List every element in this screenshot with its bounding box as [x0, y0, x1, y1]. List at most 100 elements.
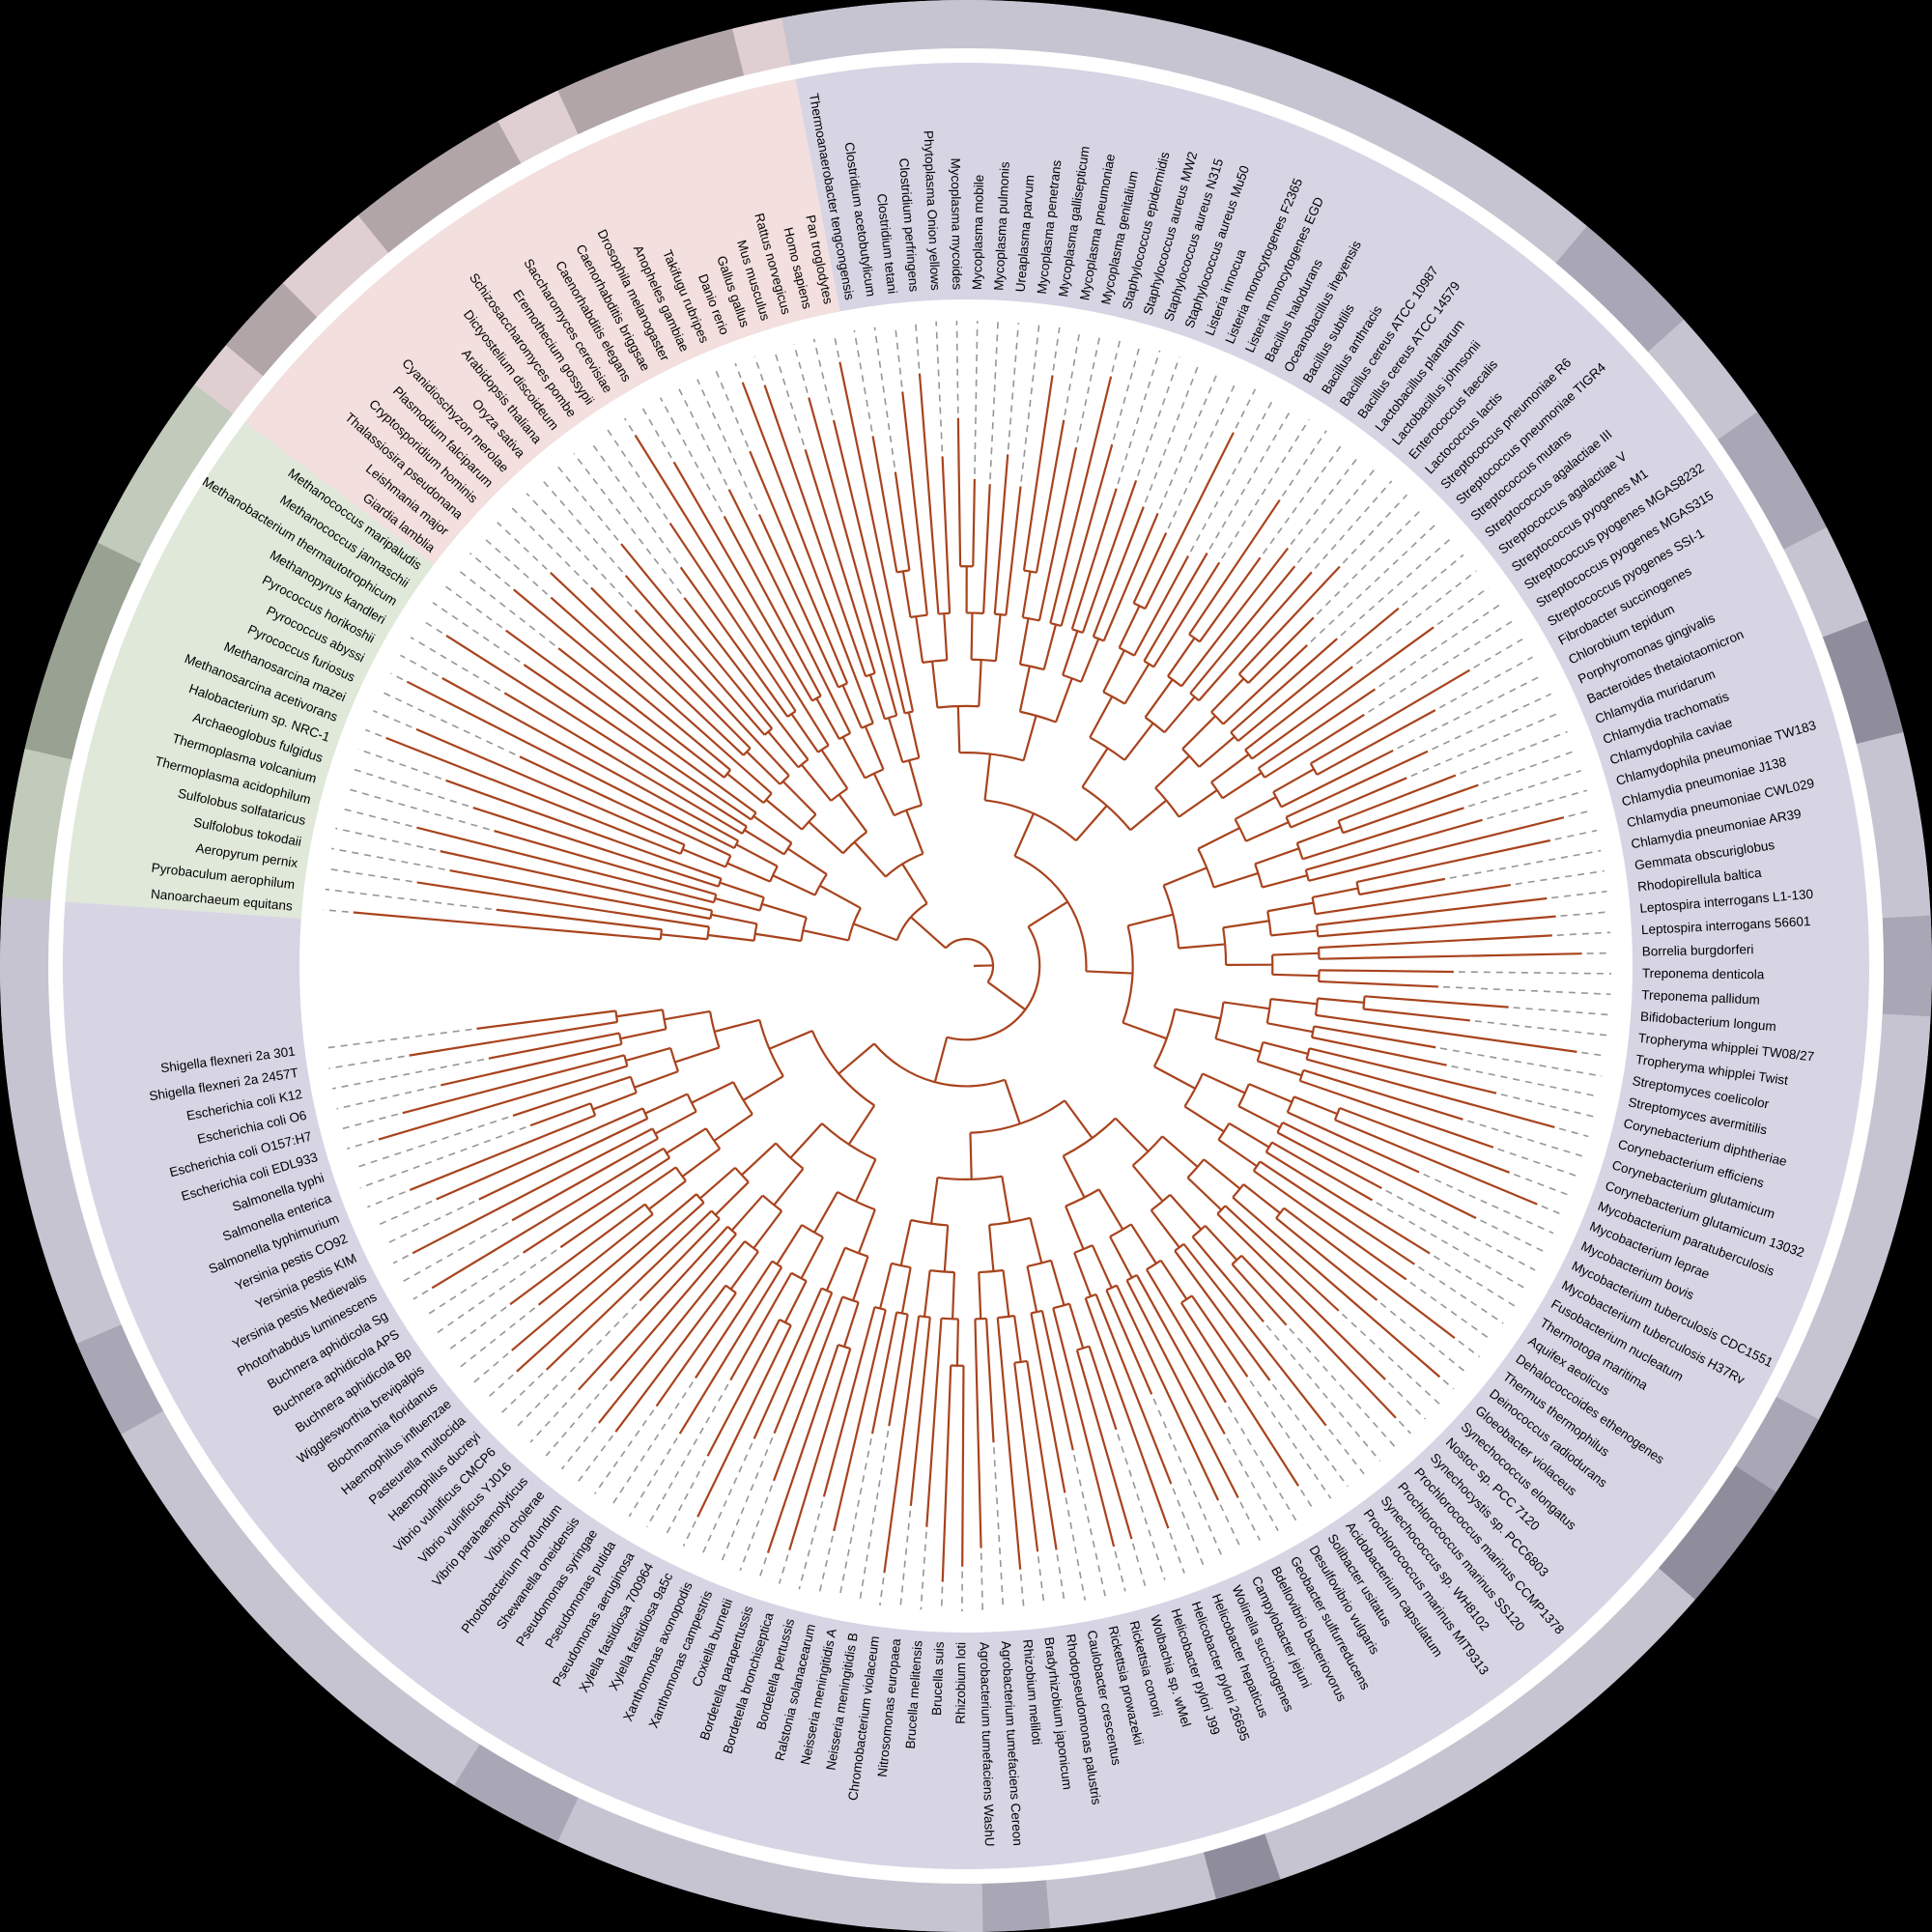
branch	[783, 1280, 808, 1323]
branch-leaf	[672, 461, 813, 702]
branch	[1086, 970, 1133, 975]
leaf-dash	[1402, 554, 1464, 607]
branch	[664, 1009, 711, 1021]
branch-leaf	[1135, 1274, 1226, 1435]
branch-leaf	[1132, 532, 1168, 604]
leaf-dash	[347, 1140, 375, 1150]
branch-leaf	[1299, 1079, 1494, 1149]
branch	[691, 1081, 734, 1104]
branch	[1129, 1223, 1157, 1264]
branch-arc	[732, 1081, 753, 1116]
branch-leaf	[1240, 1255, 1397, 1419]
branch	[1029, 1217, 1043, 1264]
ring-segment	[781, 0, 1587, 265]
branch-leaf	[385, 736, 682, 855]
branch	[838, 793, 868, 833]
branch-leaf	[1334, 1119, 1538, 1206]
branch	[1312, 887, 1359, 898]
branch-leaf	[416, 826, 715, 904]
branch	[943, 613, 949, 661]
branch	[1203, 1158, 1241, 1190]
branch-arc	[895, 1311, 908, 1316]
branch	[864, 725, 885, 770]
branch	[1013, 1315, 1022, 1363]
leaf-dash	[1559, 1127, 1589, 1138]
branch	[1169, 1194, 1203, 1231]
leaf-dash	[993, 1447, 1005, 1610]
branch-leaf	[476, 1009, 616, 1030]
leaf-dash	[1281, 430, 1327, 497]
branch-leaf	[1308, 816, 1565, 882]
branch-leaf	[416, 881, 710, 928]
leaf-dash	[1341, 1313, 1440, 1406]
leaf-dash	[1076, 334, 1101, 443]
branch-leaf	[773, 1292, 834, 1435]
branch	[1242, 1183, 1281, 1214]
branch	[674, 1046, 720, 1064]
branch	[1270, 998, 1318, 1006]
branch-arc	[873, 1042, 1006, 1088]
branch-leaf	[523, 664, 753, 821]
leaf-dash	[641, 407, 672, 459]
leaf-label: Mycoplasma mycoides	[948, 157, 964, 290]
branch	[1026, 1265, 1038, 1313]
branch	[1050, 1260, 1065, 1306]
branch-leaf	[509, 1203, 646, 1306]
leaf-dash	[1117, 1434, 1166, 1580]
branch-arc	[937, 1175, 1003, 1180]
branch-leaf	[378, 1065, 628, 1141]
branch-leaf	[1199, 556, 1262, 642]
branch-leaf	[1237, 607, 1400, 742]
branch-leaf	[1310, 668, 1471, 765]
branch-leaf	[441, 677, 739, 842]
branch-leaf	[909, 1317, 931, 1507]
branch-arc	[1217, 1122, 1231, 1141]
branch	[907, 712, 921, 758]
branch	[1263, 1040, 1309, 1056]
leaf-dash	[778, 1554, 789, 1584]
white-gap-ring	[48, 48, 1884, 1884]
branch-arc	[1191, 1225, 1207, 1238]
leaf-dash	[432, 602, 521, 663]
branch-leaf	[683, 597, 810, 760]
branch-leaf	[557, 647, 725, 779]
branch-leaf	[678, 1266, 783, 1435]
taxon-sectors	[62, 63, 1869, 1870]
branch-leaf	[1005, 486, 1022, 615]
branch	[1267, 901, 1314, 913]
branch-leaf	[1230, 638, 1338, 734]
leaf-dash	[1397, 674, 1543, 750]
leaf-dash	[1227, 1406, 1297, 1521]
branch	[908, 759, 923, 806]
branch-leaf	[832, 419, 906, 714]
leaf-dash	[1513, 1173, 1570, 1197]
leaf-dash	[1112, 344, 1141, 440]
ring-segment	[1717, 412, 1828, 551]
branch	[910, 916, 947, 950]
branch	[901, 571, 912, 618]
branch	[951, 1272, 956, 1320]
branch-leaf	[1265, 1151, 1431, 1255]
leaf-dash	[1037, 1556, 1045, 1607]
leaf-dash	[682, 1520, 696, 1547]
branch-arc	[1237, 1083, 1250, 1107]
branch-leaf	[634, 609, 790, 777]
branch	[1223, 920, 1270, 929]
branch	[625, 1046, 671, 1062]
branch	[1004, 1079, 1021, 1124]
branch-arc	[1181, 748, 1201, 768]
branch-arc	[706, 926, 711, 940]
ring-segment	[2, 749, 73, 901]
branch-leaf	[757, 514, 839, 688]
leaf-dash	[701, 1442, 753, 1555]
leaf-dash	[1513, 1007, 1610, 1016]
leaf-dash	[332, 1058, 485, 1090]
leaf-dash	[1418, 1265, 1504, 1324]
leaf-dash	[753, 355, 764, 382]
branch-leaf	[1143, 553, 1208, 662]
branch	[1109, 1236, 1133, 1279]
branch-arc	[984, 799, 1077, 842]
branch	[769, 1030, 813, 1050]
branch-arc	[712, 894, 718, 903]
